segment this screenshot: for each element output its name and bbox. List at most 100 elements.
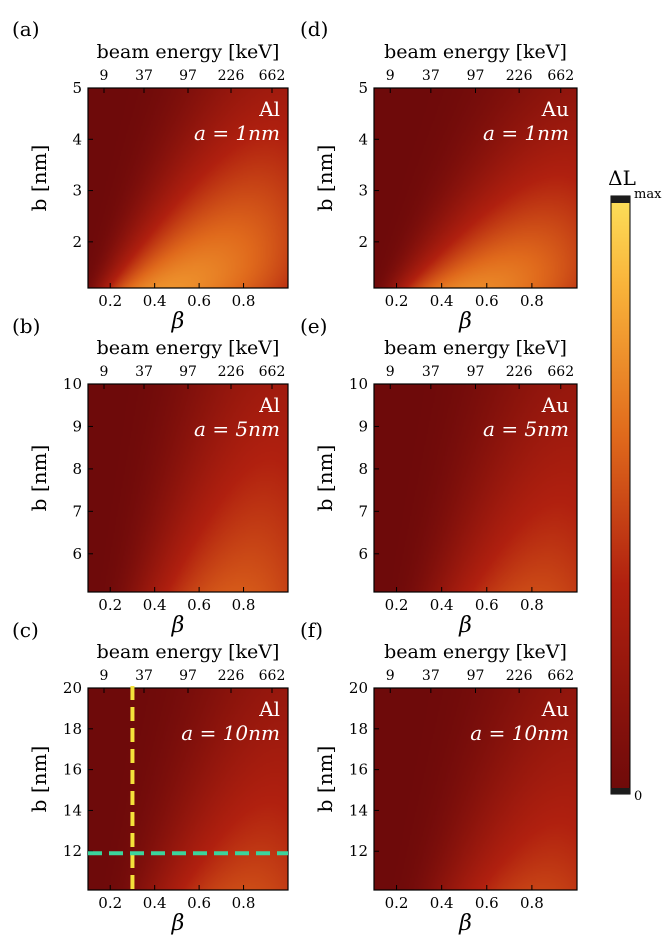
bottom-tick-label: 0.4 bbox=[430, 894, 454, 912]
top-tick-label: 226 bbox=[218, 68, 245, 84]
panel-label: (d) bbox=[300, 17, 328, 41]
top-tick-label: 37 bbox=[135, 68, 153, 84]
y-tick-label: 3 bbox=[72, 182, 82, 200]
bottom-tick-label: 0.4 bbox=[430, 596, 454, 614]
y-axis-title: b [nm] bbox=[27, 445, 51, 512]
y-tick-label: 8 bbox=[358, 460, 368, 478]
bottom-axis-title: β bbox=[171, 309, 185, 334]
colorbar-gradient bbox=[610, 195, 631, 795]
colorbar-max-label: max bbox=[634, 187, 662, 202]
heatmap-image bbox=[88, 88, 288, 288]
top-axis-title: beam energy [keV] bbox=[97, 41, 280, 63]
top-tick-label: 37 bbox=[422, 364, 440, 380]
top-tick-label: 9 bbox=[100, 668, 109, 684]
thickness-label: a = 5nm bbox=[483, 417, 569, 441]
bottom-tick-label: 0.6 bbox=[475, 894, 499, 912]
top-tick-label: 37 bbox=[422, 68, 440, 84]
top-tick-label: 9 bbox=[386, 668, 395, 684]
y-tick-label: 12 bbox=[349, 842, 368, 860]
colorbar-title: ΔL bbox=[608, 166, 636, 190]
bottom-tick-label: 0.4 bbox=[430, 292, 454, 310]
bottom-axis-title: β bbox=[458, 911, 472, 936]
top-tick-label: 97 bbox=[467, 68, 485, 84]
y-tick-label: 2 bbox=[72, 233, 82, 251]
y-tick-label: 3 bbox=[358, 182, 368, 200]
y-tick-label: 14 bbox=[63, 801, 82, 819]
material-label: Al bbox=[258, 697, 280, 721]
y-tick-label: 5 bbox=[358, 79, 368, 97]
top-tick-label: 662 bbox=[547, 668, 574, 684]
bottom-axis-title: β bbox=[458, 613, 472, 638]
y-tick-label: 12 bbox=[63, 842, 82, 860]
y-tick-label: 6 bbox=[72, 545, 82, 563]
top-axis-title: beam energy [keV] bbox=[384, 337, 567, 359]
y-tick-label: 7 bbox=[358, 502, 368, 520]
top-tick-label: 662 bbox=[259, 68, 286, 84]
y-tick-label: 5 bbox=[72, 79, 82, 97]
top-axis-title: beam energy [keV] bbox=[97, 337, 280, 359]
y-tick-label: 14 bbox=[349, 801, 368, 819]
y-tick-label: 18 bbox=[349, 720, 368, 738]
y-axis-title: b [nm] bbox=[313, 445, 337, 512]
y-tick-label: 16 bbox=[63, 761, 82, 779]
y-tick-label: 2 bbox=[358, 233, 368, 251]
top-tick-label: 9 bbox=[386, 68, 395, 84]
y-tick-label: 7 bbox=[72, 502, 82, 520]
top-tick-label: 226 bbox=[506, 668, 533, 684]
heatmap-image bbox=[374, 688, 577, 890]
y-axis-title: b [nm] bbox=[313, 746, 337, 813]
y-axis-title: b [nm] bbox=[27, 746, 51, 813]
top-tick-label: 662 bbox=[259, 364, 286, 380]
bottom-tick-label: 0.2 bbox=[385, 596, 409, 614]
top-tick-label: 97 bbox=[179, 668, 197, 684]
top-tick-label: 97 bbox=[467, 668, 485, 684]
bottom-tick-label: 0.2 bbox=[98, 894, 122, 912]
top-tick-label: 97 bbox=[179, 364, 197, 380]
y-tick-label: 18 bbox=[63, 720, 82, 738]
material-label: Al bbox=[258, 393, 280, 417]
y-axis-title: b [nm] bbox=[27, 145, 51, 212]
y-tick-label: 10 bbox=[349, 375, 368, 393]
bottom-tick-label: 0.2 bbox=[98, 292, 122, 310]
bottom-tick-label: 0.6 bbox=[475, 292, 499, 310]
top-tick-label: 97 bbox=[467, 364, 485, 380]
bottom-axis-title: β bbox=[171, 613, 185, 638]
y-tick-label: 9 bbox=[358, 417, 368, 435]
panel-d: (d) beam energy [keV] 9 37 97 226 662 0.2 0.4 0.6… bbox=[300, 17, 578, 334]
bottom-tick-label: 0.8 bbox=[520, 894, 544, 912]
top-tick-label: 37 bbox=[422, 668, 440, 684]
y-tick-label: 6 bbox=[358, 545, 368, 563]
bottom-tick-label: 0.6 bbox=[187, 292, 211, 310]
material-label: Au bbox=[541, 97, 569, 121]
bottom-axis-title: β bbox=[458, 309, 472, 334]
thickness-label: a = 10nm bbox=[470, 721, 569, 745]
bottom-tick-label: 0.8 bbox=[520, 292, 544, 310]
bottom-tick-label: 0.2 bbox=[98, 596, 122, 614]
bottom-axis-title: β bbox=[171, 911, 185, 936]
heatmap-image bbox=[374, 88, 577, 288]
heatmap-image bbox=[88, 688, 288, 890]
y-tick-label: 9 bbox=[72, 417, 82, 435]
y-tick-label: 10 bbox=[63, 375, 82, 393]
bottom-tick-label: 0.6 bbox=[475, 596, 499, 614]
y-tick-label: 16 bbox=[349, 761, 368, 779]
thickness-label: a = 1nm bbox=[194, 121, 280, 145]
y-tick-label: 4 bbox=[72, 130, 82, 148]
bottom-tick-label: 0.6 bbox=[187, 596, 211, 614]
panel-label: (a) bbox=[12, 17, 40, 41]
panel-a: (a) beam energy [keV] 9 37 97 226 662 0.2 0.4 0.6… bbox=[12, 17, 289, 334]
colorbar-min-band bbox=[611, 788, 630, 794]
material-label: Au bbox=[541, 393, 569, 417]
bottom-tick-label: 0.4 bbox=[143, 292, 167, 310]
top-tick-label: 226 bbox=[218, 668, 245, 684]
top-tick-label: 9 bbox=[386, 364, 395, 380]
panel-label: (c) bbox=[12, 618, 39, 642]
y-tick-label: 8 bbox=[72, 460, 82, 478]
panel-label: (e) bbox=[300, 314, 327, 338]
bottom-tick-label: 0.8 bbox=[232, 292, 256, 310]
y-tick-label: 4 bbox=[358, 130, 368, 148]
y-axis-title: b [nm] bbox=[313, 145, 337, 212]
panel-label: (b) bbox=[12, 314, 40, 338]
